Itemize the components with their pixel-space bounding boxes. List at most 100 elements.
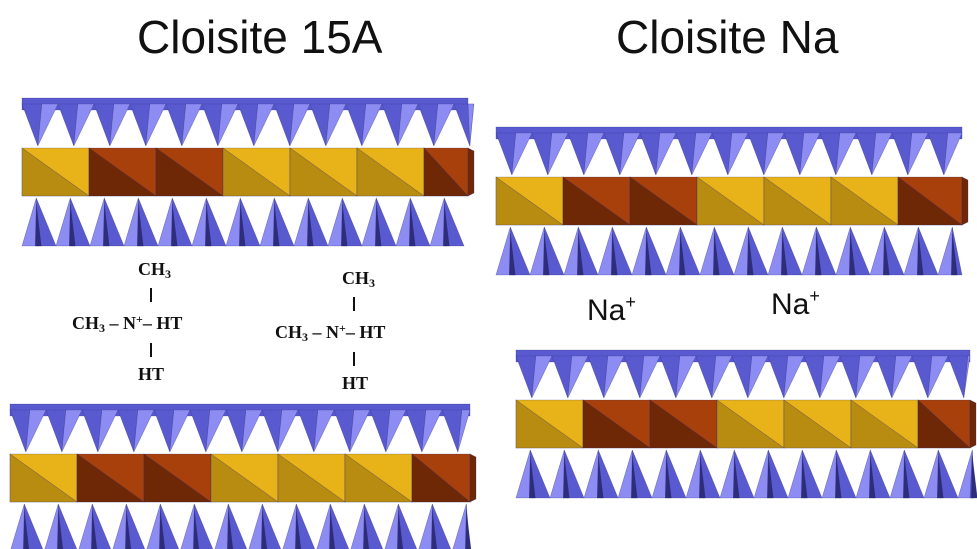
- tetrahedron-up-shade: [227, 509, 234, 549]
- octahedron-face: [649, 399, 718, 449]
- tetrahedron-up-shade: [542, 232, 550, 276]
- tetrahedron-up-shade: [732, 455, 740, 499]
- octahedron-face: [897, 176, 963, 226]
- tetrahedron-up-shade: [916, 232, 924, 276]
- tetrahedron-down: [433, 103, 455, 147]
- octahedron-face: [582, 399, 651, 449]
- tetrahedron-down: [289, 103, 311, 147]
- octahedron-face: [763, 176, 832, 226]
- molecule-1-bottom-bond: [150, 343, 152, 357]
- tetrahedron-down: [73, 103, 95, 147]
- molecule-1-top-bond: [150, 288, 152, 302]
- octahedron-face: [277, 453, 346, 503]
- octahedral-band: [21, 147, 475, 197]
- tetrahedron-down: [217, 103, 239, 147]
- tetrahedron-up-shade: [295, 509, 302, 549]
- tetrahedron-up-shade: [431, 509, 438, 549]
- tetrahedron-up-shade: [644, 232, 652, 276]
- tetrahedron-down: [943, 132, 963, 176]
- tetrahedron-up-shade: [902, 455, 910, 499]
- tetrahedron-up-shade: [678, 232, 686, 276]
- molecule-2-bottom-bond: [353, 352, 355, 366]
- octahedron-edge: [961, 176, 969, 226]
- octahedron-face: [9, 453, 78, 503]
- tetrahedron-down: [583, 132, 605, 176]
- molecule-2-top-methyl: CH3: [342, 268, 375, 290]
- octahedron-face: [76, 453, 145, 503]
- tetrahedron-up-shade: [664, 455, 672, 499]
- tetrahedron-down: [349, 409, 371, 453]
- octahedron-face: [716, 399, 785, 449]
- tetrahedron-down: [763, 132, 785, 176]
- tetrahedron-down: [97, 409, 119, 453]
- tetrahedron-down: [277, 409, 299, 453]
- tetrahedron-up-shade: [363, 509, 370, 549]
- tetrahedron-up-shade: [834, 455, 842, 499]
- tetrahedron-up-shade: [465, 509, 472, 549]
- tetrahedron-up-shade: [508, 232, 516, 276]
- tetrahedron-up-shade: [814, 232, 822, 276]
- tetrahedron-up-shade: [746, 232, 754, 276]
- tetrahedron-down: [169, 409, 191, 453]
- tetrahedron-up-shade: [68, 203, 76, 247]
- tetrahedron-up-shade: [57, 509, 64, 549]
- octahedron-edge: [467, 147, 475, 197]
- tetrahedron-down: [855, 355, 877, 399]
- tetrahedron-down: [619, 132, 641, 176]
- tetrahedral-row-bottom: [21, 197, 465, 247]
- molecule-2-center-row: CH3 – N+– HT: [275, 321, 386, 344]
- tetrahedron-up-shade: [204, 203, 212, 247]
- tetrahedron-up-shade: [950, 232, 958, 276]
- octahedron-face: [344, 453, 413, 503]
- tetrahedron-up-shade: [261, 509, 268, 549]
- tetrahedron-up-shade: [698, 455, 706, 499]
- tetrahedron-down: [421, 409, 443, 453]
- tetrahedron-down: [313, 409, 335, 453]
- octahedral-band: [495, 176, 969, 226]
- tetrahedron-up-shade: [562, 455, 570, 499]
- molecule-1-top-methyl: CH3: [138, 259, 171, 281]
- tetrahedron-up-shade: [23, 509, 30, 549]
- octahedron-edge: [969, 399, 977, 449]
- tetrahedral-row-bottom: [10, 503, 472, 549]
- tetrahedron-up-shade: [159, 509, 166, 549]
- tetrahedron-up-shade: [91, 509, 98, 549]
- tetrahedron-up-shade: [34, 203, 42, 247]
- tetrahedron-down: [655, 132, 677, 176]
- tetrahedron-down: [727, 132, 749, 176]
- tetrahedron-down: [603, 355, 625, 399]
- tetrahedron-down: [547, 132, 569, 176]
- tetrahedron-down: [241, 409, 263, 453]
- tetrahedron-down: [181, 103, 203, 147]
- tetrahedron-down: [963, 355, 971, 399]
- tetrahedron-up-shade: [272, 203, 280, 247]
- tetrahedron-down: [907, 132, 929, 176]
- octahedron-face: [210, 453, 279, 503]
- tetrahedron-up-shade: [936, 455, 944, 499]
- tetrahedron-up-shade: [125, 509, 132, 549]
- tetrahedron-up-shade: [712, 232, 720, 276]
- octahedron-face: [629, 176, 698, 226]
- tetrahedron-down: [799, 132, 821, 176]
- tetrahedral-row-top: [9, 403, 471, 453]
- octahedron-face: [423, 147, 469, 197]
- tetrahedron-down: [253, 103, 275, 147]
- tetrahedron-down: [145, 103, 167, 147]
- tetrahedron-down: [61, 409, 83, 453]
- octahedron-face: [155, 147, 224, 197]
- tetrahedral-row-top: [515, 349, 971, 399]
- tetrahedron-up-shade: [882, 232, 890, 276]
- tetrahedron-up-shade: [442, 203, 450, 247]
- tetrahedron-up-shade: [329, 509, 336, 549]
- tetrahedron-down: [361, 103, 383, 147]
- tetrahedron-up-shade: [868, 455, 876, 499]
- octahedron-face: [222, 147, 291, 197]
- tetrahedron-up-shade: [136, 203, 144, 247]
- tetrahedron-down: [511, 132, 533, 176]
- octahedron-face: [21, 147, 90, 197]
- tetrahedron-down: [325, 103, 347, 147]
- tetrahedron-down: [711, 355, 733, 399]
- octahedron-face: [696, 176, 765, 226]
